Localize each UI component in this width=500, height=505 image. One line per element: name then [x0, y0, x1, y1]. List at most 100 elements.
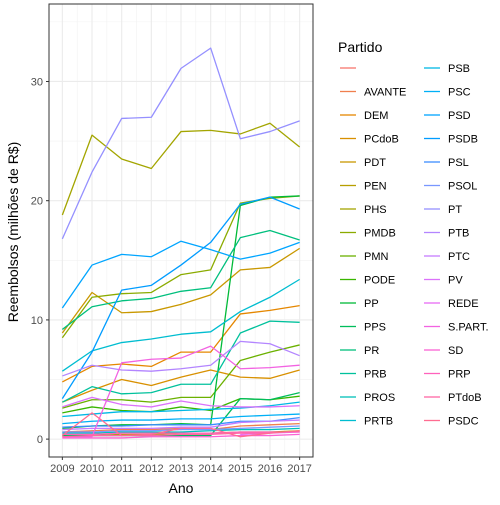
y-tick-label: 10: [31, 315, 43, 327]
x-tick-label: 2016: [258, 463, 282, 475]
x-tick-label: 2015: [228, 463, 252, 475]
legend-label: PSB: [448, 63, 470, 75]
legend-label: PT: [448, 204, 462, 216]
legend-item: PTB: [424, 228, 469, 240]
legend-label: PV: [448, 275, 463, 287]
x-tick-label: 2014: [198, 463, 222, 475]
legend-item: PPS: [340, 322, 386, 334]
legend-item: PSDC: [424, 416, 479, 428]
legend-item: PHS: [340, 204, 387, 216]
legend-item: DEM: [340, 110, 388, 122]
y-axis: 0 10 20 30: [31, 76, 49, 446]
legend-label: PROS: [364, 392, 395, 404]
series-line-prp: [62, 431, 300, 435]
legend-title: Partido: [338, 39, 383, 55]
legend-item: PROS: [340, 392, 395, 404]
legend-item: PEN: [340, 181, 387, 193]
series-line-s-part-: [62, 345, 300, 438]
series-line-psdb: [61, 196, 300, 399]
legend-label: PHS: [364, 204, 387, 216]
series-line-ptdob: [62, 432, 270, 438]
legend-label: PTB: [448, 228, 469, 240]
legend-item: PV: [424, 275, 463, 287]
x-axis: 2009 2010 2011 2012 2013 2014 2015 2016 2017: [50, 457, 312, 475]
panel-border: [48, 3, 314, 458]
x-tick-label: 2011: [110, 463, 134, 475]
legend-item: PRTB: [340, 416, 393, 428]
legend-label: SD: [448, 345, 463, 357]
x-axis-title: Ano: [169, 480, 194, 496]
legend-item: PTdoB: [424, 392, 482, 404]
legend-item: PODE: [340, 275, 395, 287]
legend-label: DEM: [364, 110, 388, 122]
legend-label: AVANTE: [364, 87, 406, 99]
x-tick-label: 2013: [169, 463, 193, 475]
legend-item: PSL: [424, 157, 469, 169]
legend-item: PCdoB: [340, 134, 399, 146]
legend-label: PP: [364, 298, 379, 310]
legend-label: S.PART.: [448, 322, 489, 334]
series-line-psd: [61, 240, 300, 309]
legend-item: S.PART.: [424, 322, 489, 334]
y-tick-label: 30: [31, 76, 43, 88]
legend-item: PSDB: [424, 134, 478, 146]
legend-label: PDT: [364, 157, 386, 169]
series-line-pt: [61, 47, 300, 240]
legend-label: PR: [364, 345, 379, 357]
legend: Partido AVANTE DEM PCdoB PDT PEN PHS PMDB PMN PO…: [338, 39, 489, 428]
legend-label: PMN: [364, 251, 389, 263]
legend-item: PSOL: [424, 181, 477, 193]
legend-item: PP: [340, 298, 379, 310]
series-line-ptb: [62, 340, 300, 377]
y-tick-label: 20: [31, 196, 43, 208]
legend-item: PMDB: [340, 228, 396, 240]
series-line-psdc: [61, 412, 300, 438]
series-line-pros: [62, 427, 300, 434]
series-line-pv: [62, 396, 300, 408]
legend-item: REDE: [424, 298, 479, 310]
legend-label: PODE: [364, 275, 395, 287]
series-line-prb: [62, 320, 300, 403]
legend-label: REDE: [448, 298, 479, 310]
legend-item: AVANTE: [340, 87, 406, 99]
legend-item: PRP: [424, 369, 471, 381]
x-tick-label: 2009: [50, 463, 74, 475]
legend-label: PRTB: [364, 416, 393, 428]
series-line-sd: [62, 433, 300, 439]
series-line-prtb: [61, 278, 300, 372]
series-line-ptc: [62, 419, 300, 431]
x-tick-label: 2010: [80, 463, 104, 475]
legend-label: PTC: [448, 251, 470, 263]
legend-label: PSL: [448, 157, 469, 169]
legend-label: PSOL: [448, 181, 477, 193]
legend-item: PT: [424, 204, 462, 216]
legend-label: PSD: [448, 110, 471, 122]
legend-item: PRB: [340, 369, 387, 381]
legend-label: PTdoB: [448, 392, 482, 404]
legend-item: PR: [340, 345, 379, 357]
x-tick-label: 2012: [139, 463, 163, 475]
legend-label: PRB: [364, 369, 387, 381]
legend-item: PMN: [340, 251, 389, 263]
legend-item: PDT: [340, 157, 386, 169]
legend-label: PRP: [448, 369, 471, 381]
legend-item: PTC: [424, 251, 470, 263]
y-tick-label: 0: [37, 434, 43, 446]
legend-item: PSD: [424, 110, 471, 122]
legend-label: PEN: [364, 181, 387, 193]
legend-item: PSB: [424, 63, 470, 75]
series-line-phs: [61, 122, 301, 216]
legend-item: PSC: [424, 87, 471, 99]
legend-label: PSDC: [448, 416, 479, 428]
legend-label: PSDB: [448, 134, 478, 146]
series-line-pdt: [61, 247, 301, 334]
series-line-dem: [62, 304, 300, 383]
series-line-psol: [62, 425, 300, 433]
series-line-pr: [61, 229, 300, 330]
legend-label: PMDB: [364, 228, 396, 240]
legend-label: PCdoB: [364, 134, 399, 146]
y-axis-title: Reembolsos (milhões de R$): [5, 142, 21, 323]
legend-item: SD: [424, 345, 463, 357]
series-lines: [48, 3, 314, 458]
